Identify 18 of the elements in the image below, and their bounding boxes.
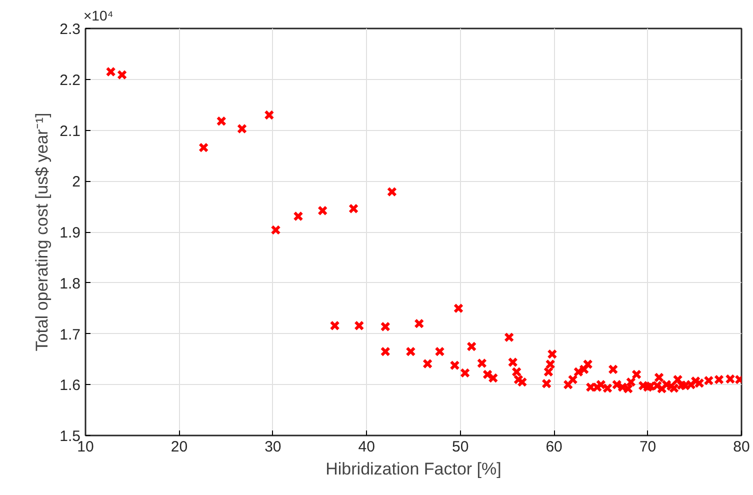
y-tick-label: 2.3 <box>60 21 81 38</box>
x-axis-title: Hibridization Factor [%] <box>326 460 502 478</box>
y-tick-label: 2.2 <box>60 72 81 89</box>
y-tick-label: 1.7 <box>60 326 81 344</box>
y-axis-title: Total operating cost [us$ year⁻¹] <box>32 112 52 352</box>
x-tick-label: 80 <box>733 438 750 456</box>
y-tick-label: 2.1 <box>60 122 81 140</box>
x-tick-label: 50 <box>452 438 469 456</box>
text: ×10⁴ <box>84 8 114 24</box>
y-tick-label: 2 <box>72 174 80 191</box>
x-tick-label: 60 <box>546 438 562 456</box>
x-tick-label: 40 <box>358 438 375 456</box>
x-tick-label: 20 <box>170 438 188 456</box>
y-tick-label: 1.6 <box>60 377 81 394</box>
x-tick-label: 70 <box>639 438 656 456</box>
y-tick-label: 1.8 <box>60 275 81 292</box>
y-tick-label: 1.9 <box>60 224 81 242</box>
x-tick-label: 30 <box>264 438 282 456</box>
